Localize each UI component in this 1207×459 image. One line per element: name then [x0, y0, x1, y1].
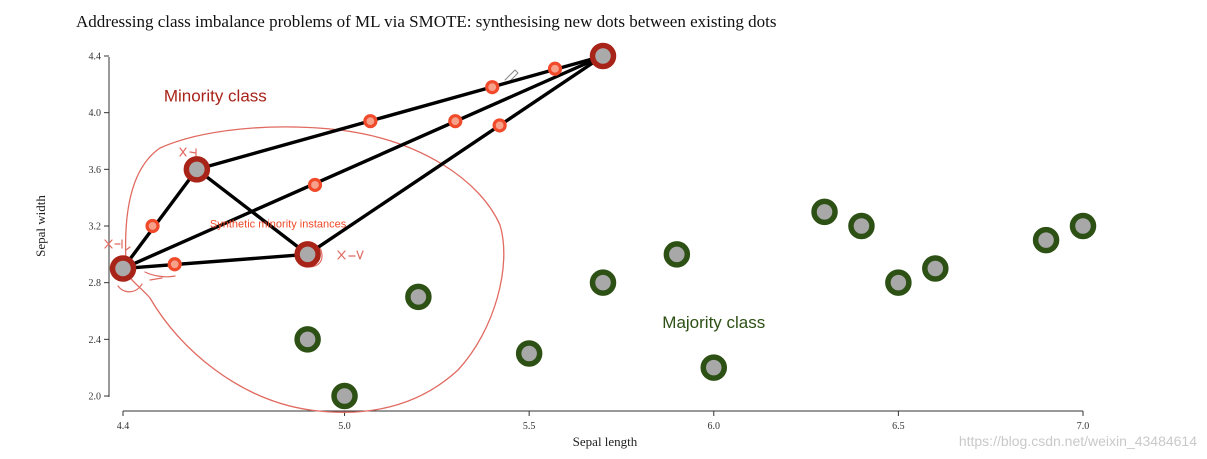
majority-point — [811, 198, 838, 226]
y-tick-label: 2.8 — [89, 278, 102, 289]
x-ticks: 4.4 5.0 5.5 6.0 6.5 7.0 — [117, 411, 1090, 432]
connection-line — [121, 54, 605, 271]
synthetic-point — [448, 114, 463, 129]
connection-line — [121, 252, 310, 271]
smote-connection-lines — [121, 54, 605, 271]
minority-class-points — [109, 42, 617, 282]
minority-point — [109, 255, 137, 282]
axes: 4.4 5.0 5.5 6.0 6.5 7.0 2.0 2.4 2.8 3.2 3.6 4.0 4.4 — [89, 52, 1090, 433]
scribble-x1 — [179, 147, 197, 159]
majority-class-label: Majority class — [662, 313, 765, 332]
minority-point — [183, 156, 211, 183]
majority-point — [1069, 212, 1097, 240]
majority-point — [589, 269, 617, 296]
majority-point — [848, 212, 875, 240]
synthetic-minority-points — [145, 61, 563, 272]
synthetic-instances-label: Synthetic minority instances — [210, 218, 347, 230]
minority-lasso-outline — [123, 126, 505, 413]
connection-line — [121, 167, 199, 271]
minority-point — [589, 42, 617, 70]
synthetic-point — [547, 61, 563, 76]
x-tick-label: 6.0 — [708, 421, 721, 432]
synthetic-point — [485, 80, 500, 95]
majority-point — [885, 269, 912, 296]
watermark-text: https://blog.csdn.net/weixin_43484614 — [959, 433, 1197, 449]
synthetic-point — [167, 257, 182, 272]
minority-point — [294, 241, 321, 268]
y-tick-label: 2.0 — [89, 392, 102, 403]
y-tick-label: 3.6 — [89, 165, 102, 176]
connection-line — [195, 167, 310, 257]
scribble-xi — [104, 239, 131, 251]
x-tick-label: 7.0 — [1077, 421, 1090, 432]
connection-line — [305, 54, 605, 257]
synthetic-point — [363, 114, 378, 129]
synthetic-point — [307, 177, 323, 193]
majority-point — [294, 326, 321, 353]
majority-point — [922, 255, 949, 282]
y-tick-label: 4.4 — [89, 52, 102, 63]
majority-point — [405, 283, 432, 311]
x-axis-label: Sepal length — [573, 434, 638, 449]
chart-title: Addressing class imbalance problems of M… — [76, 12, 777, 31]
synthetic-point — [145, 218, 160, 234]
y-tick-label: 4.0 — [89, 108, 102, 119]
synthetic-point — [492, 118, 507, 133]
y-axis-label: Sepal width — [33, 195, 48, 257]
y-tick-label: 2.4 — [89, 335, 102, 346]
majority-class-points — [294, 198, 1097, 410]
y-ticks: 2.0 2.4 2.8 3.2 3.6 4.0 4.4 — [89, 52, 109, 403]
y-tick-label: 3.2 — [89, 222, 102, 233]
majority-point — [1032, 226, 1060, 254]
majority-point — [331, 382, 358, 410]
majority-point — [515, 340, 543, 367]
connection-line — [195, 54, 605, 172]
majority-point — [700, 354, 728, 381]
scribble-xi-tail — [117, 271, 176, 293]
scribble-x-right — [337, 250, 364, 260]
minority-class-label: Minority class — [164, 86, 267, 105]
x-tick-label: 6.5 — [892, 421, 905, 432]
x-tick-label: 5.0 — [338, 421, 351, 432]
majority-point — [663, 241, 691, 268]
x-tick-label: 4.4 — [117, 421, 130, 432]
x-tick-label: 5.5 — [523, 421, 536, 432]
